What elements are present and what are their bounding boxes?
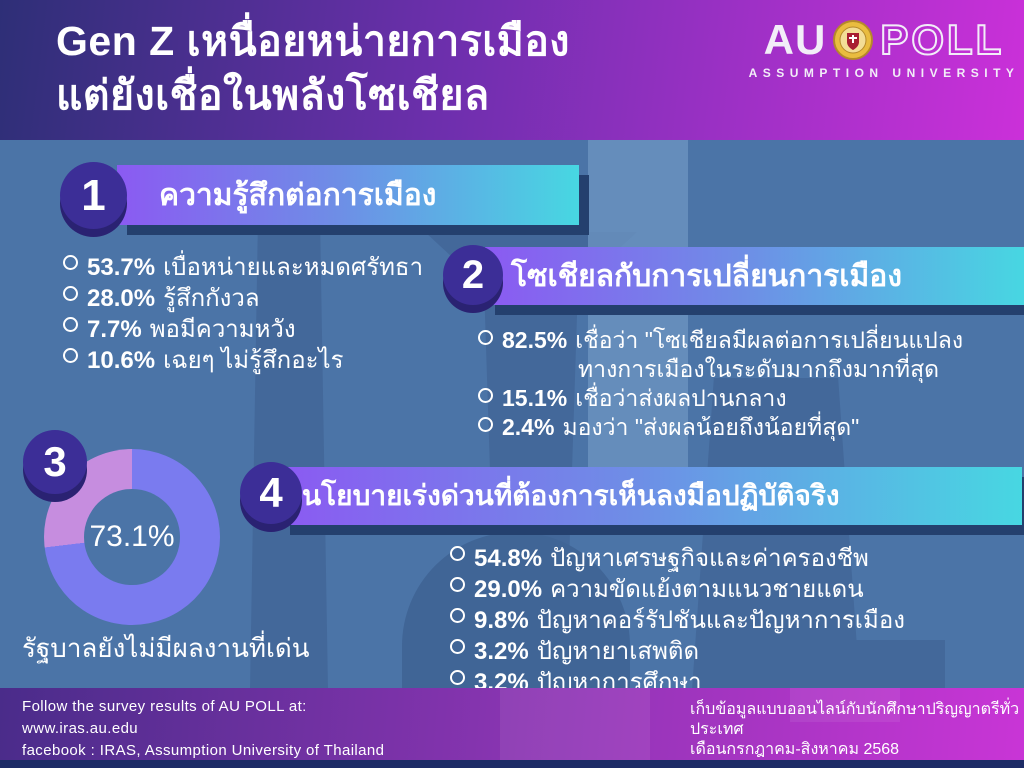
stat-value: 54.8%: [474, 545, 543, 572]
stat-label: เฉยๆ ไม่รู้สึกอะไร: [163, 347, 344, 374]
bullet-icon: [450, 639, 465, 654]
logo-subtitle: ASSUMPTION UNIVERSITY: [748, 66, 1020, 80]
stat-label: ปัญหายาเสพติด: [536, 638, 700, 665]
survey-method-text: เก็บข้อมูลแบบออนไลน์กับนักศึกษาปริญญาตรี…: [690, 701, 1020, 738]
bullet-icon: [63, 348, 78, 363]
page-title-line2: แต่ยังเชื่อในพลังโซเชียล: [56, 72, 490, 118]
bullet-icon: [63, 286, 78, 301]
section-2-number-badge: 2: [443, 245, 503, 305]
stat-value: 9.8%: [474, 607, 529, 634]
bullet-icon: [478, 388, 493, 403]
building-silhouette: [250, 228, 328, 690]
section-1-stat-list: 53.7% เบื่อหน่ายและหมดศรัทธา 28.0% รู้สึ…: [63, 247, 423, 374]
stat-item: 7.7% พอมีความหวัง: [63, 309, 423, 343]
stat-label: ปัญหาคอร์รัปชันและปัญหาการเมือง: [536, 607, 905, 634]
stat-label: เบื่อหน่ายและหมดศรัทธา: [163, 254, 424, 281]
university-seal-icon: [833, 20, 874, 60]
stat-label: รู้สึกกังวล: [163, 285, 260, 312]
donut-hole: 73.1%: [84, 489, 180, 585]
stat-value: 2.4%: [502, 414, 555, 440]
section-2-header-bar: โซเชียลกับการเปลี่ยนการเมือง: [485, 247, 1024, 305]
section-4-number-badge: 4: [240, 462, 302, 524]
bullet-icon: [63, 317, 78, 332]
stat-label: เชื่อว่า "โซเชียลมีผลต่อการเปลี่ยนแปลง: [575, 327, 964, 353]
au-poll-logo: AU POLL ASSUMPTION UNIVERSITY: [749, 15, 1014, 80]
bullet-icon: [450, 546, 465, 561]
bullet-icon: [63, 255, 78, 270]
bullet-icon: [478, 417, 493, 432]
survey-period-text: เดือนกรกฎาคม-สิงหาคม 2568: [690, 741, 900, 758]
stat-item: 9.8% ปัญหาคอร์รัปชันและปัญหาการเมือง: [450, 600, 905, 634]
stat-item: 82.5% เชื่อว่า "โซเชียลมีผลต่อการเปลี่ยน…: [478, 323, 963, 353]
section-4-header-bar: นโยบายเร่งด่วนที่ต้องการเห็นลงมือปฏิบัติ…: [280, 467, 1022, 525]
stat-item: 10.6% เฉยๆ ไม่รู้สึกอะไร: [63, 340, 423, 374]
stat-item: 54.8% ปัญหาเศรษฐกิจและค่าครองชีพ: [450, 538, 905, 572]
stat-item: 15.1% เชื่อว่าส่งผลปานกลาง: [478, 381, 963, 411]
section-1-number-badge: 1: [60, 162, 127, 229]
footer-follow-text: Follow the survey results of AU POLL at:: [22, 698, 307, 715]
stat-label: ความขัดแย้งตามแนวชายแดน: [550, 576, 864, 603]
section-2-number: 2: [461, 252, 485, 297]
section-1-number: 1: [81, 170, 106, 220]
footer-decor-patch: [500, 688, 650, 760]
stat-value: 7.7%: [87, 316, 142, 343]
section-1-header-bar: ความรู้สึกต่อการเมือง: [117, 165, 579, 225]
header-banner: Gen Z เหนื่อยหน่ายการเมือง แต่ยังเชื่อใน…: [0, 0, 1024, 140]
stat-label: เชื่อว่าส่งผลปานกลาง: [575, 385, 787, 411]
section-3-number-badge: 3: [23, 430, 87, 494]
footer-contact-block: Follow the survey results of AU POLL at:…: [22, 696, 384, 762]
stat-value: 53.7%: [87, 254, 156, 281]
section-1-title: ความรู้สึกต่อการเมือง: [159, 178, 437, 212]
section-2-title: โซเชียลกับการเปลี่ยนการเมือง: [511, 259, 902, 293]
footer-facebook-text: facebook : IRAS, Assumption University o…: [22, 742, 385, 759]
logo-au-text: AU: [763, 16, 827, 63]
donut-caption: รัฐบาลยังไม่มีผลงานที่เด่น: [22, 633, 310, 663]
page-title-line1: Gen Z เหนื่อยหน่ายการเมือง: [56, 18, 570, 64]
stat-label-continuation: ทางการเมืองในระดับมากถึงมากที่สุด: [578, 352, 963, 382]
tower-silhouette: [692, 378, 860, 690]
bullet-icon: [478, 330, 493, 345]
bullet-icon: [450, 608, 465, 623]
stat-label: พอมีความหวัง: [149, 316, 296, 343]
logo-poll-text: POLL: [879, 15, 1005, 64]
stat-value: 28.0%: [87, 285, 156, 312]
stat-label: ทางการเมืองในระดับมากถึงมากที่สุด: [578, 356, 940, 382]
section-4-title: นโยบายเร่งด่วนที่ต้องการเห็นลงมือปฏิบัติ…: [302, 480, 840, 511]
bullet-icon: [450, 577, 465, 592]
stat-label: มองว่า "ส่งผลน้อยถึงน้อยที่สุด": [562, 414, 860, 440]
section-2-stat-list: 82.5% เชื่อว่า "โซเชียลมีผลต่อการเปลี่ยน…: [478, 323, 963, 440]
stat-item: 3.2% ปัญหายาเสพติด: [450, 631, 905, 665]
section-4-number: 4: [259, 469, 283, 516]
footer-website-url: www.iras.au.edu: [22, 720, 139, 737]
footer-methodology-block: เก็บข้อมูลแบบออนไลน์กับนักศึกษาปริญญาตรี…: [690, 700, 1024, 768]
stat-value: 15.1%: [502, 385, 568, 411]
footer-decor-patch: [790, 688, 900, 722]
stat-item: 28.0% รู้สึกกังวล: [63, 278, 423, 312]
stat-item: 29.0% ความขัดแย้งตามแนวชายแดน: [450, 569, 905, 603]
section-3-number: 3: [43, 438, 67, 485]
page-title: Gen Z เหนื่อยหน่ายการเมือง แต่ยังเชื่อใน…: [56, 14, 570, 122]
stat-item: 2.4% มองว่า "ส่งผลน้อยถึงน้อยที่สุด": [478, 410, 963, 440]
stat-label: ปัญหาเศรษฐกิจและค่าครองชีพ: [550, 545, 869, 572]
stat-item: 53.7% เบื่อหน่ายและหมดศรัทธา: [63, 247, 423, 281]
footer-banner: Follow the survey results of AU POLL at:…: [0, 688, 1024, 768]
bottom-strip: [0, 760, 1024, 768]
donut-center-value: 73.1%: [89, 520, 175, 553]
bullet-icon: [450, 670, 465, 685]
stat-value: 29.0%: [474, 576, 543, 603]
base-silhouette: [820, 640, 945, 690]
light-panel-silhouette: [588, 140, 688, 472]
stat-value: 3.2%: [474, 638, 529, 665]
stat-value: 82.5%: [502, 327, 568, 353]
stat-value: 10.6%: [87, 347, 156, 374]
section-4-stat-list: 54.8% ปัญหาเศรษฐกิจและค่าครองชีพ 29.0% ค…: [450, 538, 905, 696]
